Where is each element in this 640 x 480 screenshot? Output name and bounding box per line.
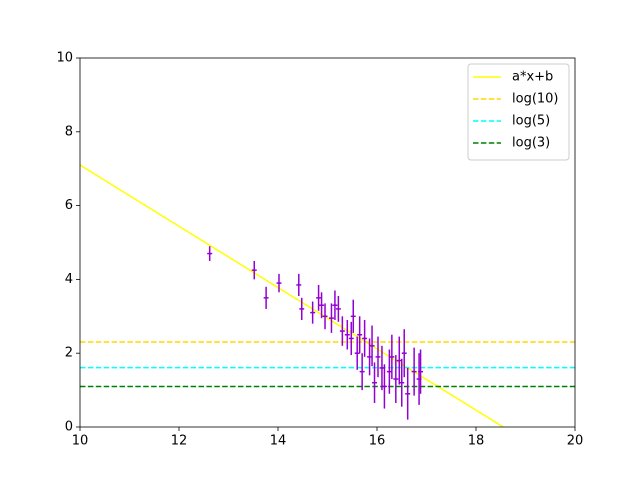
x-tick-label: 12: [171, 434, 188, 449]
legend-label: log(5): [512, 114, 550, 129]
x-tick-label: 10: [72, 434, 89, 449]
x-tick-label: 18: [468, 434, 485, 449]
y-tick-label: 8: [65, 124, 73, 139]
y-tick-label: 6: [65, 198, 73, 213]
x-tick-label: 16: [369, 434, 386, 449]
y-tick-label: 4: [65, 272, 73, 287]
y-tick-label: 0: [65, 420, 73, 435]
y-tick-label: 10: [56, 51, 73, 66]
legend-label: log(10): [512, 92, 559, 107]
axes-frame: [79, 57, 576, 428]
plot-area: [80, 164, 575, 427]
x-tick-label: 14: [270, 434, 287, 449]
y-tick-label: 2: [65, 346, 73, 361]
x-tick-label: 20: [567, 434, 584, 449]
legend-label: log(3): [512, 136, 550, 151]
legend-label: a*x+b: [512, 70, 553, 85]
series-line: [80, 164, 504, 427]
legend-box: [467, 63, 570, 161]
